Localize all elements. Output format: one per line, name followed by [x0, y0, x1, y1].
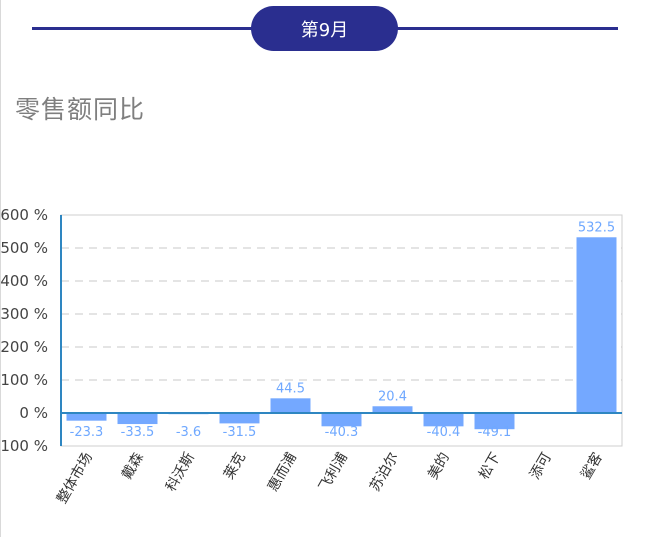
data-label: -49.1 [478, 425, 512, 440]
x-tick-label: 整体市场 [53, 450, 96, 507]
data-label: -3.6 [176, 425, 201, 440]
x-tick-label: 苏泊尔 [367, 450, 402, 494]
data-label: -33.5 [121, 425, 155, 440]
x-tick-label: 松下 [476, 450, 504, 482]
bar [117, 413, 158, 425]
data-label: 20.4 [378, 389, 407, 404]
y-tick-label: 600 % [0, 206, 48, 224]
x-tick-label: 添可 [527, 450, 555, 482]
bar [474, 413, 515, 430]
y-tick-label: 0 % [19, 404, 48, 422]
x-tick-label: 鲨客 [577, 450, 606, 483]
y-tick-label: 100 % [0, 437, 48, 455]
x-tick-label: 莱克 [221, 450, 249, 482]
data-label: -31.5 [223, 425, 257, 440]
data-label: 44.5 [276, 381, 305, 396]
bar-chart: 100 % 0 % 100 % 200 % 300 % 400 % 500 % 600 % -2… [0, 206, 623, 507]
bar [66, 413, 107, 421]
y-tick-label: 200 % [0, 338, 48, 356]
plot-frame [60, 214, 623, 447]
bar [321, 413, 362, 427]
bar [219, 413, 260, 424]
data-label: 532.5 [578, 220, 615, 235]
x-tick-label: 惠而浦 [265, 450, 300, 494]
y-tick-label: 400 % [0, 272, 48, 290]
x-tick-label: 科沃斯 [163, 450, 198, 494]
data-label: -23.3 [70, 425, 104, 440]
y-tick-label: 100 % [0, 371, 48, 389]
bar [423, 413, 464, 427]
bar [270, 398, 311, 413]
data-label: -40.4 [427, 425, 461, 440]
x-tick-label: 戴森 [119, 450, 147, 482]
y-tick-label: 300 % [0, 305, 48, 323]
left-border [0, 0, 1, 537]
bar [372, 406, 413, 413]
chart-title: 零售额同比 [15, 95, 146, 124]
x-tick-label: 飞利浦 [316, 450, 351, 494]
bar [576, 237, 617, 413]
y-tick-label: 500 % [0, 239, 48, 257]
data-label: -40.3 [325, 425, 359, 440]
x-tick-label: 美的 [425, 450, 453, 482]
month-tab[interactable]: 第9月 [251, 6, 398, 51]
